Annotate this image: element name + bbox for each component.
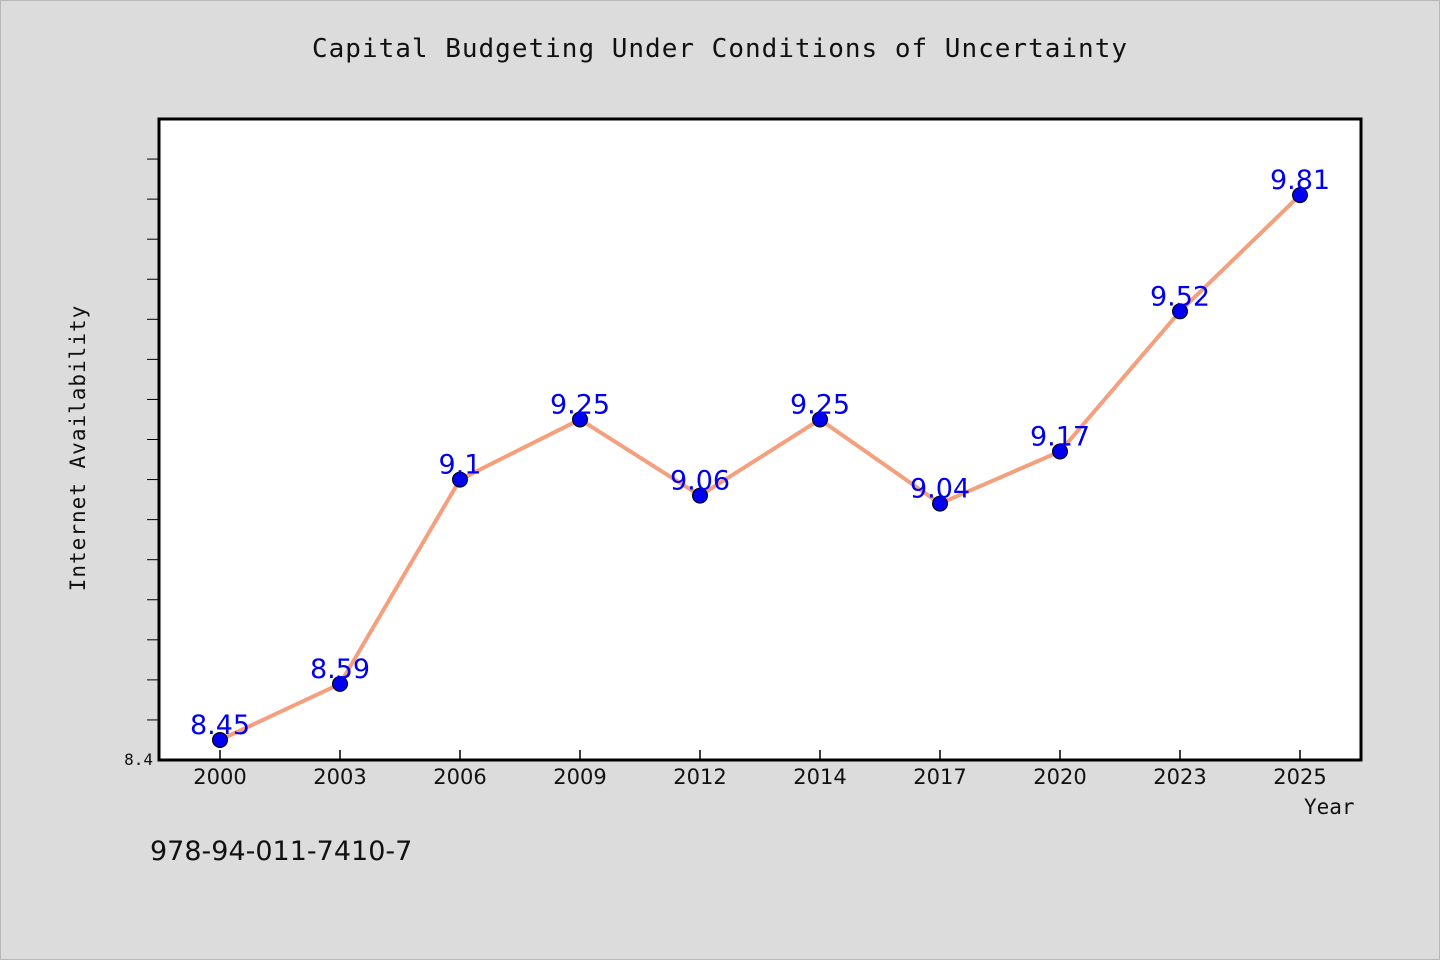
data-labels: 8.45 8.59 9.1 9.25 9.06 9.25 9.04 9.17 9.52 9.81 xyxy=(190,165,1330,741)
data-label: 9.52 xyxy=(1150,281,1210,312)
x-tick-label: 2000 xyxy=(193,765,246,789)
data-label: 8.45 xyxy=(190,710,250,741)
chart-title: Capital Budgeting Under Conditions of Un… xyxy=(311,34,1128,64)
data-point xyxy=(692,487,708,504)
x-tick-label: 2006 xyxy=(433,765,486,789)
data-label: 9.17 xyxy=(1030,422,1090,453)
data-points xyxy=(212,187,1308,748)
x-axis-label: Year xyxy=(1304,795,1355,819)
data-label: 9.25 xyxy=(550,389,610,420)
data-label: 9.04 xyxy=(910,474,970,505)
data-point xyxy=(932,495,948,512)
x-tick-label: 2020 xyxy=(1033,765,1086,789)
data-label: 8.59 xyxy=(310,654,370,685)
x-tick-label: 2014 xyxy=(793,765,846,789)
data-label: 9.81 xyxy=(1270,165,1330,196)
x-axis-ticks: 2000 2003 2006 2009 2012 2014 2017 2020 2023 2025 xyxy=(193,750,1327,789)
data-point xyxy=(452,471,468,488)
data-point xyxy=(1052,443,1068,460)
x-tick-label: 2025 xyxy=(1273,765,1326,789)
data-point xyxy=(1172,303,1188,320)
x-tick-label: 2012 xyxy=(673,765,726,789)
data-label: 9.25 xyxy=(790,389,850,420)
data-point xyxy=(1292,187,1308,204)
data-point xyxy=(572,411,588,428)
data-point xyxy=(812,411,828,428)
x-tick-label: 2003 xyxy=(313,765,366,789)
data-point xyxy=(332,675,348,692)
isbn-annotation: 978-94-011-7410-7 xyxy=(150,836,413,867)
y-tick-label: 8.4 xyxy=(124,750,153,769)
data-label: 9.1 xyxy=(439,450,482,481)
x-tick-label: 2009 xyxy=(553,765,606,789)
x-tick-label: 2023 xyxy=(1153,765,1206,789)
series-line xyxy=(219,193,1302,742)
y-axis-ticks: 8.4 xyxy=(124,158,159,769)
data-label: 9.06 xyxy=(670,466,730,497)
series-line-group xyxy=(219,193,1302,742)
x-tick-label: 2017 xyxy=(913,765,966,789)
data-point xyxy=(212,731,228,748)
